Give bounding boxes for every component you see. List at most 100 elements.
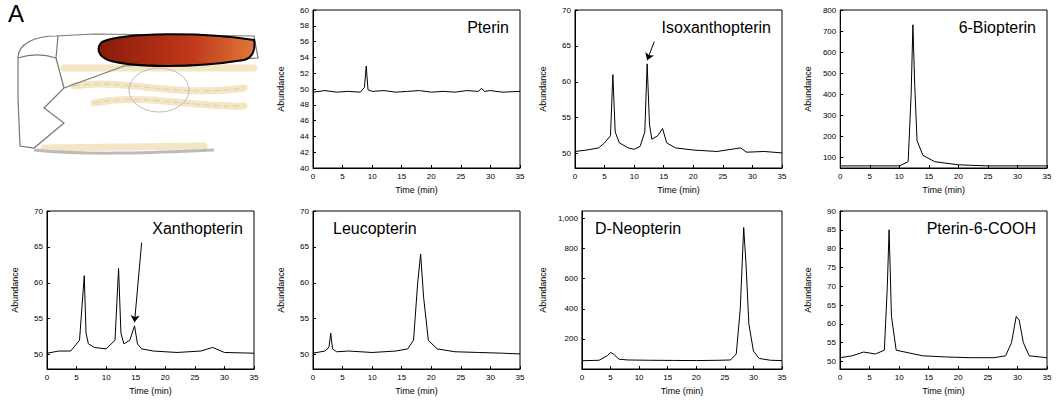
- svg-text:58: 58: [300, 21, 309, 30]
- svg-text:20: 20: [954, 172, 963, 181]
- svg-text:Time (min): Time (min): [395, 386, 438, 396]
- svg-text:5: 5: [868, 172, 873, 181]
- svg-text:Pterin: Pterin: [467, 19, 509, 36]
- svg-text:20: 20: [689, 172, 698, 181]
- svg-text:25: 25: [983, 172, 992, 181]
- svg-text:44: 44: [300, 132, 309, 141]
- svg-text:Xanthopterin: Xanthopterin: [152, 220, 243, 237]
- svg-text:15: 15: [131, 373, 140, 382]
- svg-text:20: 20: [427, 172, 436, 181]
- svg-text:600: 600: [823, 48, 837, 57]
- svg-text:100: 100: [823, 153, 837, 162]
- svg-text:Time (min): Time (min): [661, 386, 704, 396]
- svg-text:Time (min): Time (min): [922, 185, 965, 195]
- svg-text:50: 50: [34, 350, 43, 359]
- svg-text:30: 30: [748, 172, 757, 181]
- svg-text:Time (min): Time (min): [129, 386, 172, 396]
- svg-text:15: 15: [397, 373, 406, 382]
- svg-text:30: 30: [749, 373, 758, 382]
- svg-text:35: 35: [778, 172, 787, 181]
- svg-text:48: 48: [300, 100, 309, 109]
- svg-text:Abundance: Abundance: [538, 66, 548, 112]
- svg-text:30: 30: [486, 373, 495, 382]
- svg-text:85: 85: [827, 225, 836, 234]
- svg-text:5: 5: [867, 373, 872, 382]
- svg-text:0: 0: [573, 172, 578, 181]
- svg-text:30: 30: [1013, 172, 1022, 181]
- svg-text:800: 800: [823, 6, 837, 15]
- svg-text:50: 50: [300, 350, 309, 359]
- svg-text:54: 54: [300, 53, 309, 62]
- svg-text:400: 400: [565, 304, 579, 313]
- svg-text:0: 0: [45, 373, 50, 382]
- svg-text:10: 10: [895, 172, 904, 181]
- svg-text:25: 25: [983, 373, 992, 382]
- svg-text:800: 800: [565, 244, 579, 253]
- svg-text:700: 700: [823, 27, 837, 36]
- svg-text:65: 65: [34, 242, 43, 251]
- svg-text:0: 0: [311, 172, 316, 181]
- svg-text:60: 60: [300, 6, 309, 15]
- svg-text:30: 30: [486, 172, 495, 181]
- svg-text:0: 0: [838, 172, 843, 181]
- svg-text:55: 55: [827, 338, 836, 347]
- svg-text:60: 60: [300, 278, 309, 287]
- svg-text:500: 500: [823, 69, 837, 78]
- svg-text:Time (min): Time (min): [657, 185, 700, 195]
- svg-text:70: 70: [34, 207, 43, 216]
- svg-text:1,000: 1,000: [558, 214, 579, 223]
- svg-text:Leucopterin: Leucopterin: [333, 220, 417, 237]
- svg-text:35: 35: [516, 373, 525, 382]
- svg-text:400: 400: [823, 90, 837, 99]
- svg-text:5: 5: [340, 373, 345, 382]
- svg-text:Abundance: Abundance: [803, 267, 813, 313]
- svg-text:Time (min): Time (min): [395, 185, 438, 195]
- svg-text:56: 56: [300, 37, 309, 46]
- svg-text:25: 25: [720, 373, 729, 382]
- svg-text:65: 65: [562, 41, 571, 50]
- svg-text:20: 20: [161, 373, 170, 382]
- svg-text:60: 60: [827, 319, 836, 328]
- svg-text:Abundance: Abundance: [803, 66, 813, 112]
- svg-text:Time (min): Time (min): [922, 386, 965, 396]
- svg-text:35: 35: [1043, 373, 1052, 382]
- svg-text:Abundance: Abundance: [276, 267, 286, 313]
- svg-text:70: 70: [300, 207, 309, 216]
- svg-text:20: 20: [692, 373, 701, 382]
- svg-text:Isoxanthopterin: Isoxanthopterin: [662, 19, 771, 36]
- svg-text:35: 35: [516, 172, 525, 181]
- svg-text:5: 5: [602, 172, 607, 181]
- svg-text:65: 65: [827, 301, 836, 310]
- svg-text:15: 15: [663, 373, 672, 382]
- svg-text:20: 20: [954, 373, 963, 382]
- svg-text:30: 30: [1013, 373, 1022, 382]
- svg-text:60: 60: [562, 77, 571, 86]
- svg-text:10: 10: [368, 373, 377, 382]
- svg-text:Abundance: Abundance: [538, 267, 548, 313]
- svg-text:25: 25: [456, 373, 465, 382]
- svg-text:65: 65: [300, 242, 309, 251]
- svg-text:Abundance: Abundance: [276, 66, 286, 112]
- svg-text:200: 200: [823, 132, 837, 141]
- svg-text:35: 35: [778, 373, 787, 382]
- svg-text:5: 5: [340, 172, 345, 181]
- svg-text:10: 10: [102, 373, 111, 382]
- svg-text:25: 25: [456, 172, 465, 181]
- svg-text:50: 50: [827, 357, 836, 366]
- svg-text:70: 70: [562, 6, 571, 15]
- svg-text:35: 35: [1043, 172, 1052, 181]
- svg-text:80: 80: [827, 244, 836, 253]
- svg-text:200: 200: [565, 334, 579, 343]
- svg-text:90: 90: [827, 207, 836, 216]
- svg-text:42: 42: [300, 148, 309, 157]
- svg-text:60: 60: [34, 278, 43, 287]
- svg-text:Pterin-6-COOH: Pterin-6-COOH: [927, 220, 1036, 237]
- svg-text:5: 5: [608, 373, 613, 382]
- svg-text:15: 15: [924, 373, 933, 382]
- svg-text:10: 10: [635, 373, 644, 382]
- svg-text:6-Biopterin: 6-Biopterin: [959, 19, 1036, 36]
- svg-text:46: 46: [300, 116, 309, 125]
- svg-text:52: 52: [300, 69, 309, 78]
- svg-text:D-Neopterin: D-Neopterin: [595, 220, 681, 237]
- svg-text:5: 5: [74, 373, 79, 382]
